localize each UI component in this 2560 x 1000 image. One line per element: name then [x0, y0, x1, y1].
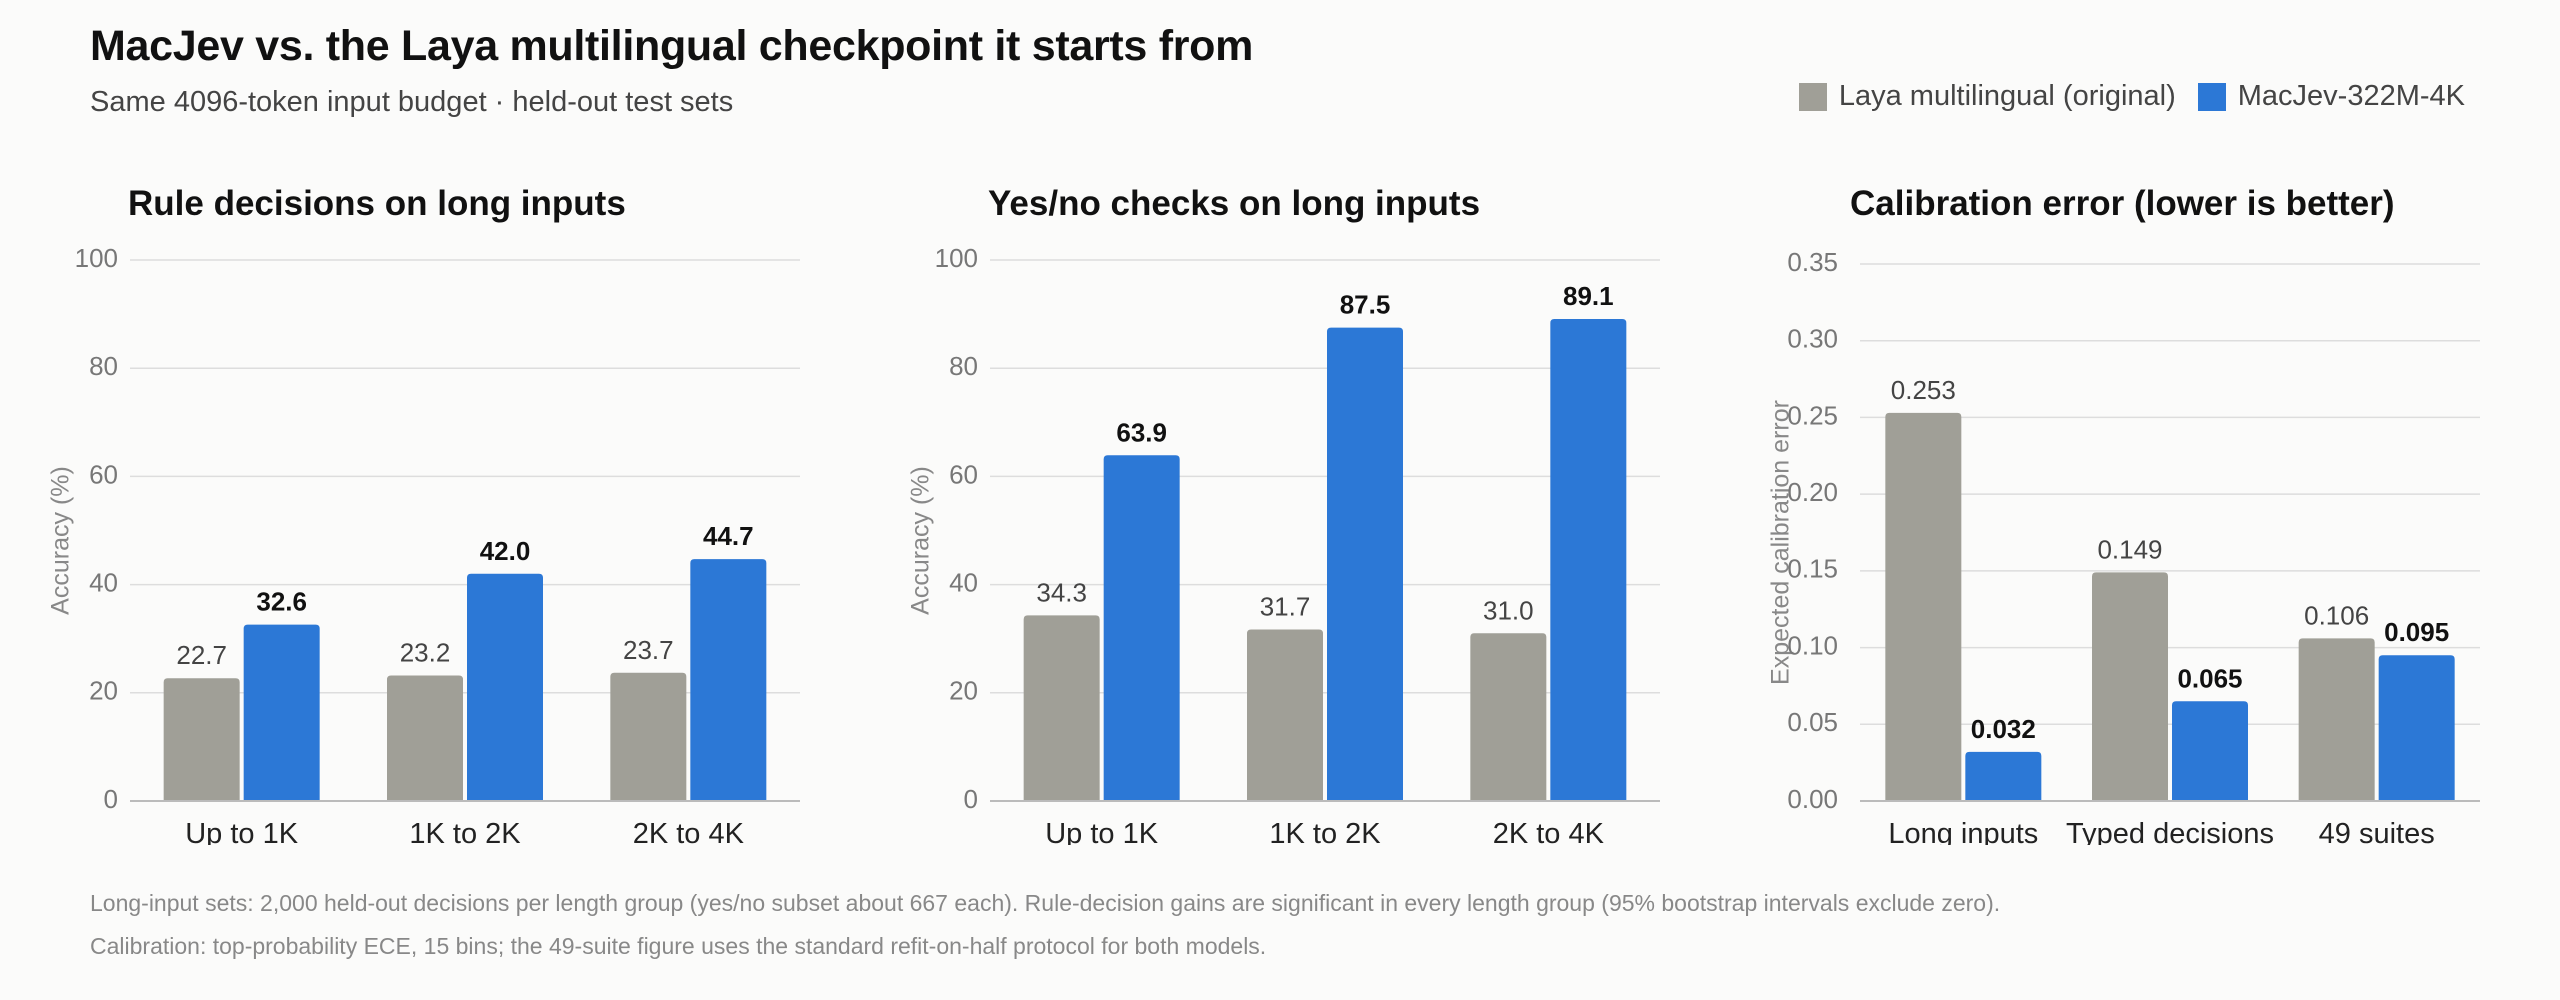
y-tick-label: 100: [75, 243, 118, 273]
chart-title: Calibration error (lower is better): [1850, 185, 2395, 223]
bar-macjev: [2172, 701, 2248, 801]
y-tick-label: 60: [949, 459, 978, 489]
y-axis-label: Accuracy (%): [907, 466, 935, 615]
data-label-macjev: 63.9: [1116, 417, 1167, 447]
bar-baseline: [2298, 638, 2375, 801]
x-tick-label: 2K to 4K: [1493, 818, 1605, 845]
y-tick-label: 0.20: [1787, 477, 1838, 507]
x-tick-label: Up to 1K: [1045, 818, 1158, 845]
bar-baseline: [1247, 629, 1323, 801]
data-label-baseline: 31.0: [1483, 595, 1534, 625]
data-label-macjev: 44.7: [703, 521, 754, 551]
y-tick-label: 0.10: [1787, 630, 1838, 660]
y-tick-label: 60: [89, 459, 118, 489]
legend-swatch-macjev: [2197, 82, 2226, 111]
bar-baseline: [2092, 572, 2168, 801]
chart-rule-decisions-svg: Rule decisions on long inputs Accuracy (%…: [47, 185, 800, 845]
legend-swatch-baseline: [1798, 82, 1827, 111]
bar-macjev: [1965, 751, 2042, 801]
y-axis-label: Accuracy (%): [47, 466, 75, 615]
y-tick-label: 0.05: [1787, 707, 1838, 737]
data-label-macjev: 0.032: [1971, 714, 2036, 744]
y-tick-label: 0.30: [1787, 324, 1838, 354]
bar-baseline: [1885, 412, 1962, 801]
bar-macjev: [2378, 655, 2455, 801]
data-label-baseline: 0.106: [2304, 600, 2369, 630]
data-label-macjev: 0.065: [2177, 663, 2242, 693]
y-tick-label: 40: [89, 567, 118, 597]
y-tick-label: 0.25: [1787, 400, 1838, 430]
legend: Laya multilingual (original) MacJev-322M…: [1798, 80, 2465, 113]
chart-title: Yes/no checks on long inputs: [988, 185, 1480, 223]
y-axis-label: Expected calibration error: [1767, 400, 1795, 685]
bar-baseline: [610, 672, 687, 801]
chart-yes-no-checks-svg: Yes/no checks on long inputs Accuracy (%)…: [907, 185, 1660, 845]
bar-baseline: [1470, 633, 1547, 801]
data-label-baseline: 34.3: [1036, 577, 1087, 607]
y-tick-label: 0.35: [1787, 247, 1838, 277]
y-tick-label: 0.00: [1787, 784, 1838, 814]
bar-baseline: [1023, 615, 1100, 801]
data-label-macjev: 87.5: [1340, 290, 1391, 320]
data-label-macjev: 0.095: [2384, 617, 2449, 647]
y-tick-label: 100: [935, 243, 978, 273]
chart-calibration-error: Calibration error (lower is better) Expec…: [1750, 185, 2560, 845]
y-tick-label: 0: [964, 784, 978, 814]
data-label-baseline: 23.7: [623, 635, 674, 665]
data-label-macjev: 32.6: [256, 587, 307, 617]
page-title: MacJev vs. the Laya multilingual checkpo…: [90, 22, 1254, 70]
legend-item-macjev: MacJev-322M-4K: [2197, 80, 2465, 113]
x-tick-label: 1K to 2K: [1269, 818, 1381, 845]
page-subtitle: Same 4096-token input budget · held-out …: [90, 86, 734, 118]
footnote-long-input: Long-input sets: 2,000 held-out decision…: [90, 890, 2001, 916]
bar-macjev: [1327, 327, 1403, 801]
chart-rule-decisions: Rule decisions on long inputs Accuracy (%…: [30, 185, 870, 845]
bar-baseline: [387, 675, 463, 801]
y-tick-label: 0: [104, 784, 118, 814]
bar-macjev: [1550, 318, 1627, 801]
y-tick-label: 20: [89, 676, 118, 706]
data-label-baseline: 23.2: [400, 637, 451, 667]
bar-macjev: [467, 573, 543, 801]
chart-yes-no-checks: Yes/no checks on long inputs Accuracy (%)…: [890, 185, 1730, 845]
x-tick-label: 49 suites: [2319, 818, 2435, 845]
legend-label-baseline: Laya multilingual (original): [1838, 80, 2176, 112]
chart-calibration-error-svg: Calibration error (lower is better) Expec…: [1767, 185, 2480, 845]
legend-label-macjev: MacJev-322M-4K: [2237, 80, 2465, 112]
y-tick-label: 40: [949, 567, 978, 597]
x-tick-label: Long inputs: [1888, 818, 2038, 845]
footnote-calibration: Calibration: top-probability ECE, 15 bin…: [90, 933, 1267, 959]
y-tick-label: 0.15: [1787, 554, 1838, 584]
bar-macjev: [690, 559, 767, 801]
data-label-macjev: 89.1: [1563, 281, 1614, 311]
bar-macjev: [1103, 455, 1180, 801]
data-label-baseline: 22.7: [176, 640, 227, 670]
data-label-macjev: 42.0: [480, 536, 531, 566]
bar-baseline: [163, 678, 240, 801]
x-tick-label: 2K to 4K: [633, 818, 745, 845]
chart-title: Rule decisions on long inputs: [128, 185, 626, 223]
data-label-baseline: 0.149: [2097, 534, 2162, 564]
data-label-baseline: 0.253: [1891, 375, 1956, 405]
data-label-baseline: 31.7: [1260, 592, 1311, 622]
y-tick-label: 80: [89, 351, 118, 381]
bar-macjev: [243, 624, 320, 801]
y-tick-label: 20: [949, 676, 978, 706]
x-tick-label: Up to 1K: [185, 818, 298, 845]
legend-item-baseline: Laya multilingual (original): [1798, 80, 2176, 113]
y-tick-label: 80: [949, 351, 978, 381]
x-tick-label: Typed decisions: [2066, 818, 2274, 845]
x-tick-label: 1K to 2K: [409, 818, 521, 845]
